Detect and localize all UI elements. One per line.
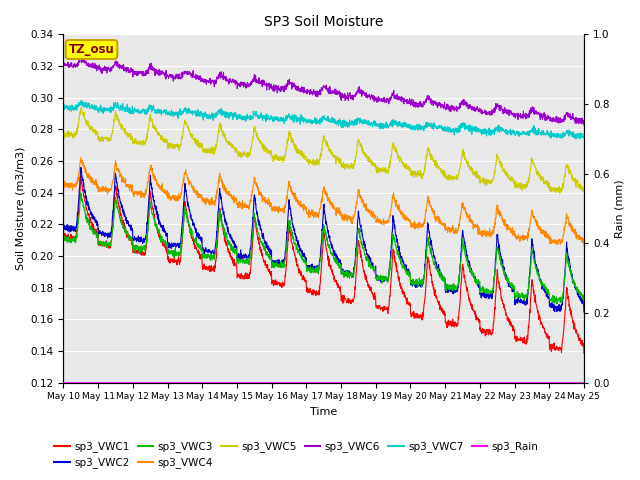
- Text: TZ_osu: TZ_osu: [68, 43, 115, 56]
- Legend: sp3_VWC1, sp3_VWC2, sp3_VWC3, sp3_VWC4, sp3_VWC5, sp3_VWC6, sp3_VWC7, sp3_Rain: sp3_VWC1, sp3_VWC2, sp3_VWC3, sp3_VWC4, …: [50, 437, 543, 472]
- Title: SP3 Soil Moisture: SP3 Soil Moisture: [264, 15, 383, 29]
- X-axis label: Time: Time: [310, 407, 337, 417]
- Y-axis label: Soil Moisture (m3/m3): Soil Moisture (m3/m3): [15, 147, 25, 270]
- Y-axis label: Rain (mm): Rain (mm): [615, 179, 625, 238]
